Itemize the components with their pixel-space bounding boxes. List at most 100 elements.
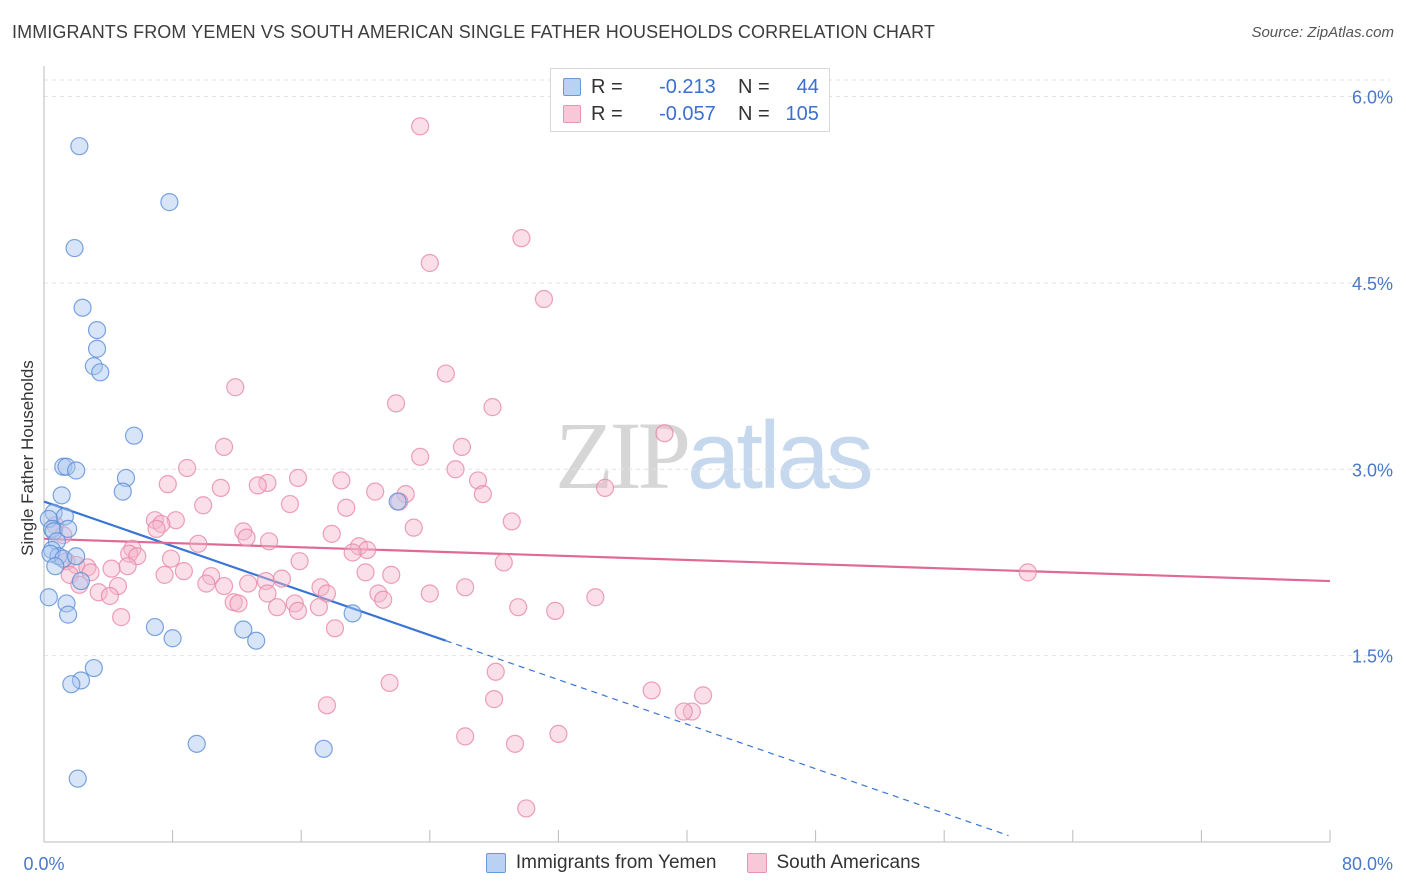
yemen-point [145, 617, 165, 637]
south-americans-point [366, 482, 385, 501]
south-americans-point [369, 584, 388, 603]
x-tick-label-min: 0.0% [23, 854, 64, 874]
stats-r-label: R = [591, 102, 623, 125]
south-americans-point [332, 471, 351, 490]
legend-swatch-south-americans [746, 853, 767, 873]
south-americans-point [309, 598, 328, 617]
south-americans-point [505, 734, 525, 753]
south-americans-point [494, 553, 513, 572]
south-americans-point [102, 559, 121, 578]
south-americans-point [325, 619, 345, 638]
source-credit: Source: ZipAtlas.com [1251, 24, 1394, 41]
south-americans-point [456, 578, 475, 597]
south-americans-point [147, 519, 166, 538]
yemen-point [70, 137, 89, 156]
south-americans-point [152, 514, 171, 534]
points-layer [39, 117, 1037, 818]
stats-row-south-americans: R = -0.057 N = 105 [563, 100, 819, 128]
south-americans-point [486, 662, 505, 681]
south-americans-point [337, 498, 356, 517]
south-americans-point [502, 512, 521, 531]
south-americans-point [118, 557, 137, 576]
stats-box: R = -0.213 N = 44 R = -0.057 N = 105 [550, 68, 830, 132]
grid-layer [44, 79, 1390, 657]
south-americans-point [386, 394, 406, 413]
south-americans-point [60, 565, 79, 584]
south-americans-point [174, 562, 193, 581]
yemen-point [113, 482, 132, 501]
y-tick-label: 4.5% [1352, 274, 1393, 294]
south-americans-point [288, 468, 308, 488]
south-americans-point [674, 702, 693, 721]
stats-n-value: 105 [785, 102, 819, 125]
y-tick-label: 3.0% [1352, 460, 1393, 480]
south-americans-point [485, 690, 504, 709]
south-americans-point [239, 574, 258, 593]
yemen-point [124, 426, 144, 445]
south-americans-point [267, 598, 287, 617]
south-americans-point [534, 289, 554, 309]
south-americans-point [158, 475, 177, 494]
stats-n-label: N = [738, 75, 770, 98]
yemen-trend-line [43, 500, 447, 642]
yemen-point [67, 547, 86, 566]
yemen-point [59, 519, 78, 538]
yemen-point [87, 320, 107, 340]
south-americans-point [546, 601, 565, 620]
south-americans-point [161, 549, 181, 568]
south-americans-point [404, 518, 423, 537]
south-americans-point [411, 447, 430, 466]
legend-item-south-americans[interactable]: South Americans [746, 852, 920, 874]
south-americans-point [452, 437, 472, 456]
yemen-point [87, 339, 107, 358]
south-americans-point [456, 727, 475, 746]
south-americans-point [693, 686, 713, 705]
legend-item-yemen[interactable]: Immigrants from Yemen [485, 852, 717, 874]
south-americans-point [272, 569, 292, 588]
south-americans-point [595, 478, 615, 497]
south-americans-point [237, 528, 256, 547]
south-americans-point [358, 540, 377, 560]
south-americans-point [290, 552, 309, 571]
yemen-point [73, 298, 92, 317]
south-americans-point [343, 543, 362, 562]
yemen-point [44, 503, 63, 522]
south-americans-point [214, 437, 234, 456]
yemen-point [67, 461, 86, 480]
y-tick-label: 1.5% [1352, 647, 1393, 667]
yemen-point [116, 468, 136, 488]
yemen-point [44, 522, 63, 541]
yemen-point [39, 588, 58, 607]
south-americans-point [166, 511, 185, 530]
south-americans-point [112, 608, 131, 627]
legend-label-yemen: Immigrants from Yemen [515, 852, 717, 873]
south-americans-point [317, 696, 337, 715]
stats-row-yemen: R = -0.213 N = 44 [563, 73, 819, 101]
south-americans-point [549, 724, 568, 744]
yemen-point [62, 675, 81, 694]
yemen-point [187, 734, 206, 753]
stats-n-label: N = [738, 102, 770, 125]
south-americans-point [382, 565, 401, 584]
south-americans-point [259, 532, 279, 551]
yemen-point [343, 604, 362, 623]
south-americans-point [258, 584, 277, 603]
axis-layer [43, 66, 1331, 843]
yemen-point [59, 605, 78, 624]
south-americans-point [517, 799, 536, 818]
south-americans-point [420, 253, 439, 273]
south-americans-point [380, 673, 399, 693]
south-americans-point [248, 476, 267, 495]
y-tick-label: 6.0% [1352, 88, 1393, 108]
yemen-point [234, 620, 253, 639]
yemen-point [91, 363, 110, 382]
south-americans-point [100, 586, 120, 606]
south-americans-point [128, 547, 147, 566]
south-americans-point [317, 584, 337, 603]
south-americans-point [155, 565, 174, 584]
south-americans-point [288, 601, 308, 620]
south-americans-point [89, 583, 108, 602]
yemen-point [388, 492, 407, 511]
south-americans-point [229, 594, 248, 613]
